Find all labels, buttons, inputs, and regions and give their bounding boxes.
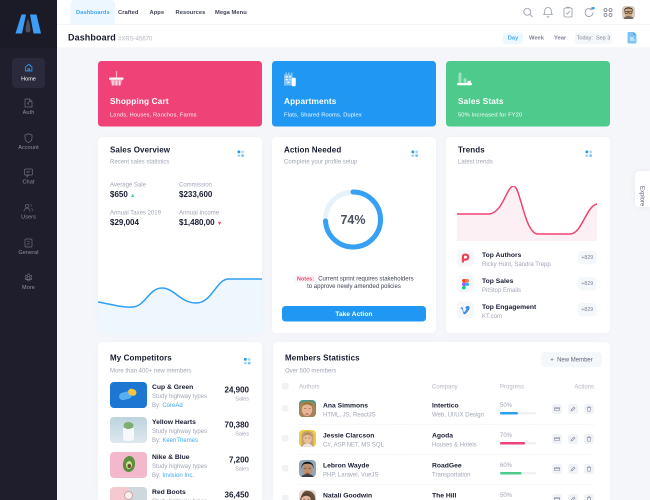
svg-text:74%: 74% xyxy=(340,213,365,227)
